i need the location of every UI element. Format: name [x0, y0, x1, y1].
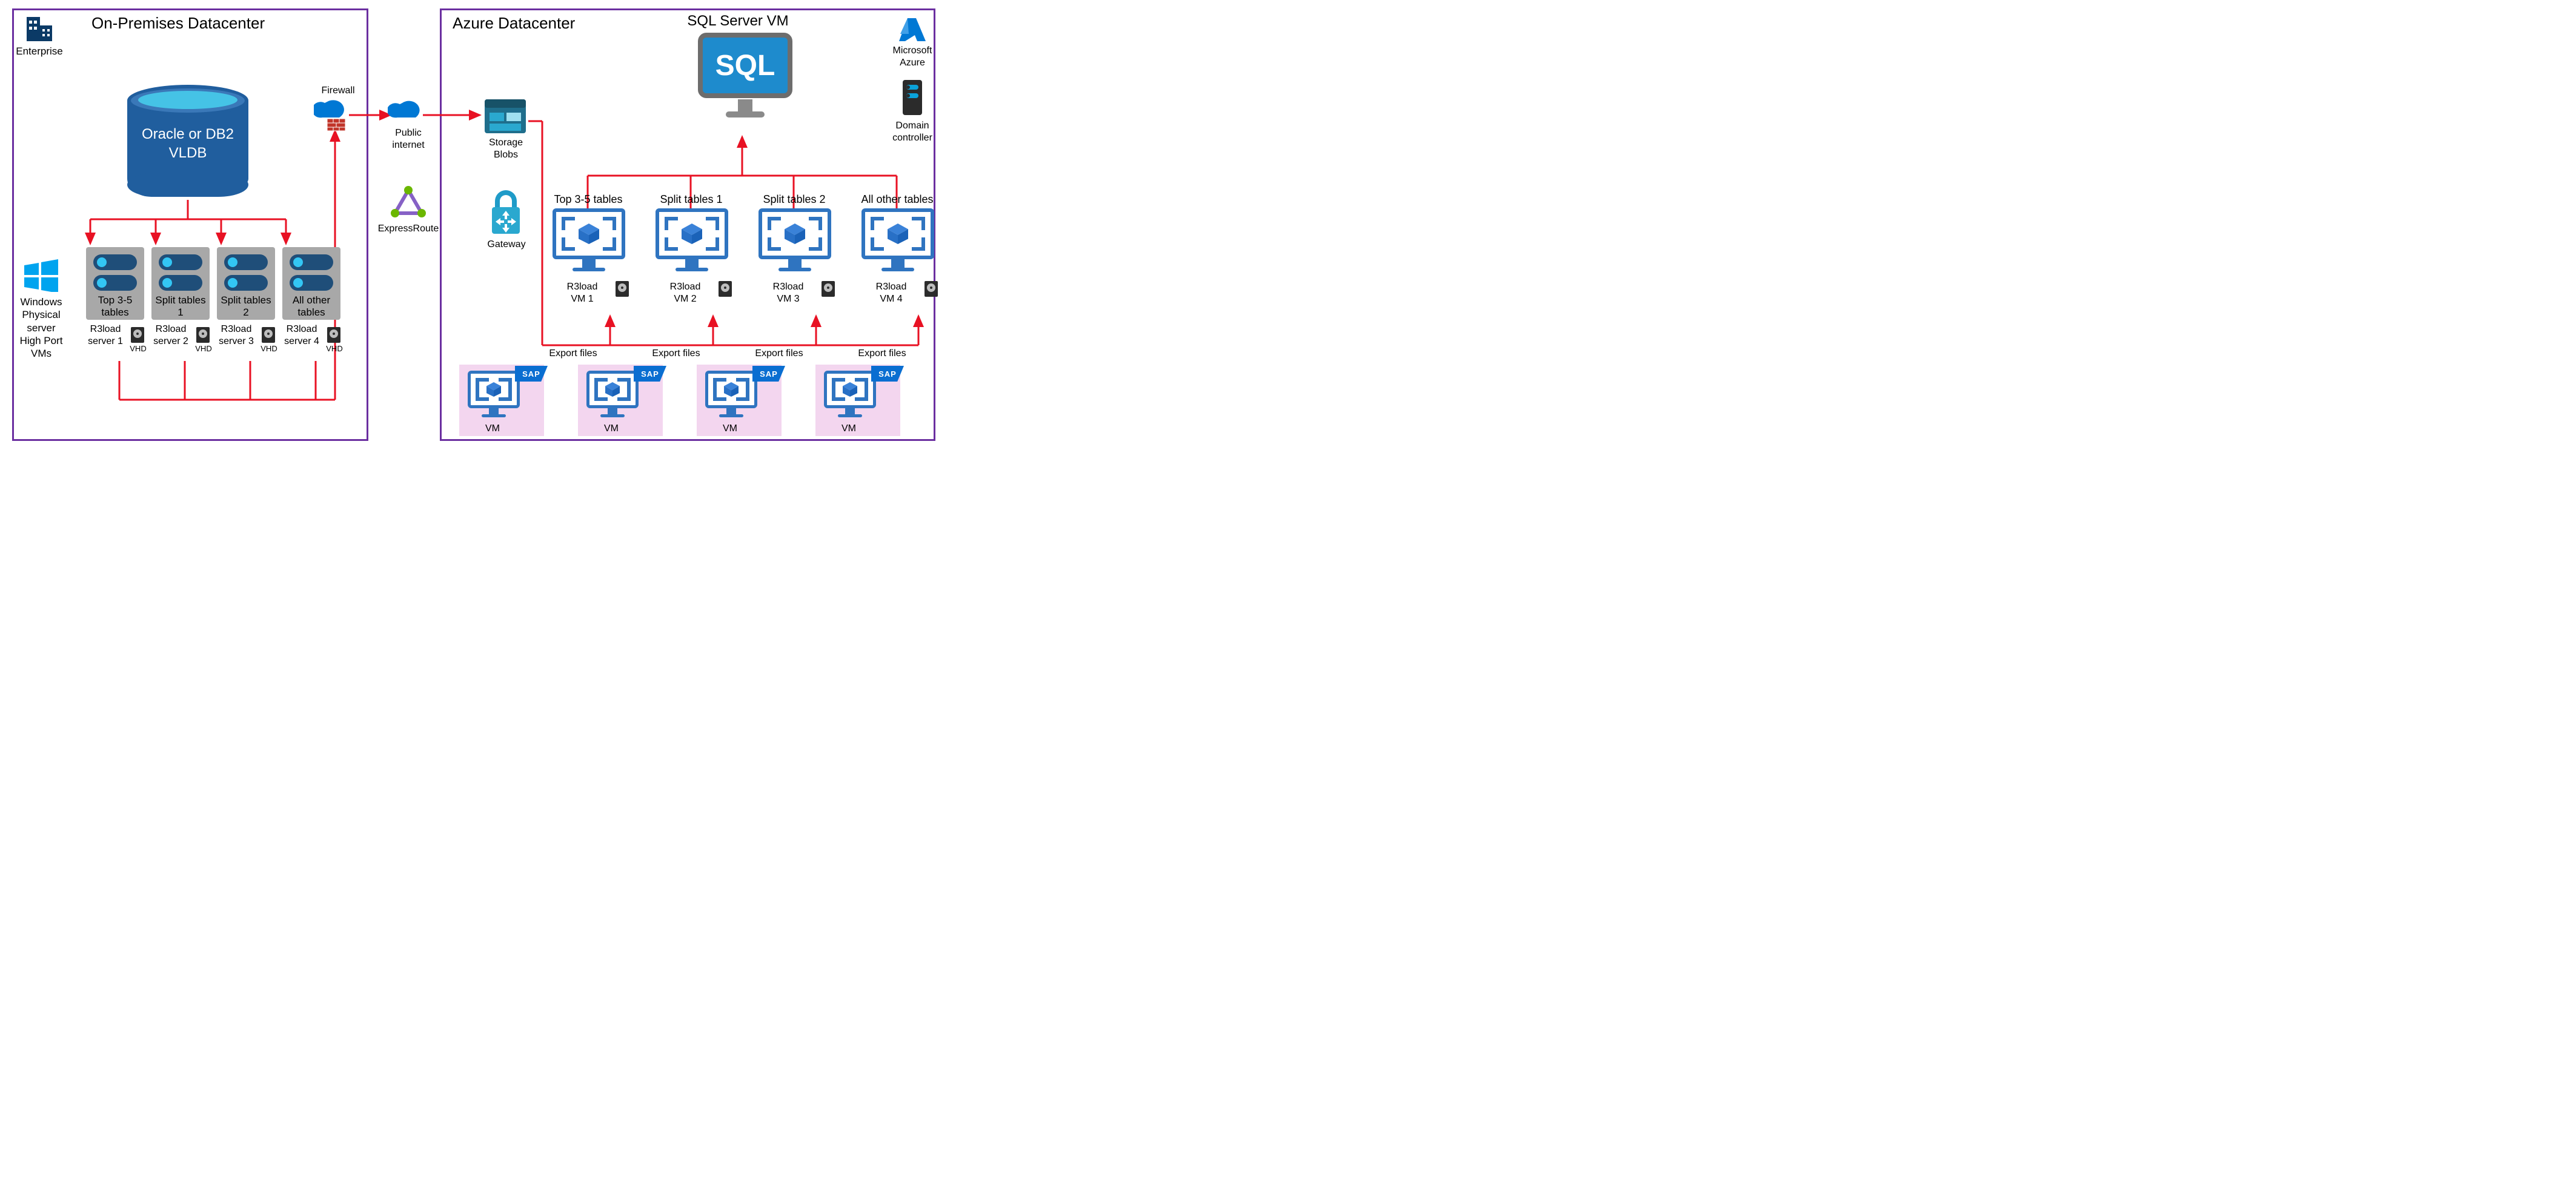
server-title: Split tables 1 [151, 294, 210, 318]
sap-vm-icon [468, 371, 520, 417]
export-files-label: Export files [846, 348, 918, 360]
sql-server-title: SQL Server VM [677, 12, 798, 30]
import-vm-title: Top 3-5 tables [543, 193, 634, 207]
vhd-icon [327, 327, 340, 343]
internet-label: Public internet [383, 127, 434, 151]
import-vm-sub: R3load VM 4 [858, 281, 925, 305]
import-vm-title: Split tables 1 [646, 193, 737, 207]
azure-logo-label: Microsoft Azure [886, 45, 939, 69]
expressroute-icon [389, 185, 428, 223]
expressroute-label: ExpressRoute [377, 223, 440, 235]
vm-disk-icon [616, 281, 629, 297]
export-files-label: Export files [640, 348, 712, 360]
diagram-canvas: On-Premises Datacenter Azure Datacenter [6, 6, 939, 445]
enterprise-icon [23, 15, 56, 47]
windows-icon [23, 259, 59, 295]
onprem-server: Top 3-5 tables [86, 247, 144, 320]
sap-vm-label: VM [715, 423, 745, 435]
export-files-label: Export files [537, 348, 609, 360]
cloud-icon [388, 98, 427, 130]
gateway-icon [487, 189, 525, 239]
db-cylinder-icon: Oracle or DB2 VLDB [127, 85, 248, 197]
vhd-icon [262, 327, 275, 343]
import-vm-icon [861, 208, 934, 271]
sap-vm-label: VM [477, 423, 508, 435]
svg-text:SQL: SQL [715, 50, 775, 82]
firewall-icon [314, 98, 353, 135]
sap-vm-label: VM [596, 423, 626, 435]
vhd-icon [196, 327, 210, 343]
sap-vm-icon [824, 371, 876, 417]
sap-vm-icon [586, 371, 639, 417]
import-vm-title: Split tables 2 [749, 193, 840, 207]
azure-title: Azure Datacenter [453, 14, 575, 33]
onprem-server: Split tables 2 [217, 247, 275, 320]
server-title: Top 3-5 tables [86, 294, 144, 318]
sap-vm-icon [705, 371, 757, 417]
vm-disk-icon [822, 281, 835, 297]
db-label: Oracle or DB2 VLDB [127, 125, 248, 162]
firewall-label: Firewall [314, 85, 362, 97]
import-vm-icon [656, 208, 728, 271]
import-vm-sub: R3load VM 3 [755, 281, 822, 305]
import-vm-icon [553, 208, 625, 271]
sql-monitor-icon: SQL [697, 31, 794, 125]
import-vm-title: All other tables [852, 193, 943, 207]
server-title: Split tables 2 [217, 294, 275, 318]
import-vm-icon [759, 208, 831, 271]
vm-disk-icon [719, 281, 732, 297]
storage-blobs-icon [482, 97, 528, 139]
server-sub: R3load server 2 [147, 323, 195, 348]
server-sub: R3load server 4 [277, 323, 326, 348]
vm-disk-icon [925, 281, 938, 297]
on-prem-title: On-Premises Datacenter [91, 14, 265, 33]
import-vm-sub: R3load VM 1 [549, 281, 616, 305]
server-title: All other tables [282, 294, 340, 318]
gateway-label: Gateway [482, 239, 531, 251]
on-prem-region: On-Premises Datacenter [12, 8, 368, 441]
server-sub: R3load server 3 [212, 323, 261, 348]
onprem-server: Split tables 1 [151, 247, 210, 320]
dc-label: Domain controller [885, 120, 940, 144]
storage-label: Storage Blobs [479, 137, 533, 161]
server-sub: R3load server 1 [81, 323, 130, 348]
export-files-label: Export files [743, 348, 815, 360]
enterprise-label: Enterprise [15, 45, 64, 58]
vhd-label: VHD [322, 344, 347, 354]
import-vm-sub: R3load VM 2 [652, 281, 719, 305]
windows-label: Windows Physical server High Port VMs [12, 296, 70, 360]
azure-logo-icon [897, 16, 928, 47]
sap-vm-label: VM [834, 423, 864, 435]
domain-controller-icon [901, 79, 923, 121]
vhd-icon [131, 327, 144, 343]
onprem-server: All other tables [282, 247, 340, 320]
